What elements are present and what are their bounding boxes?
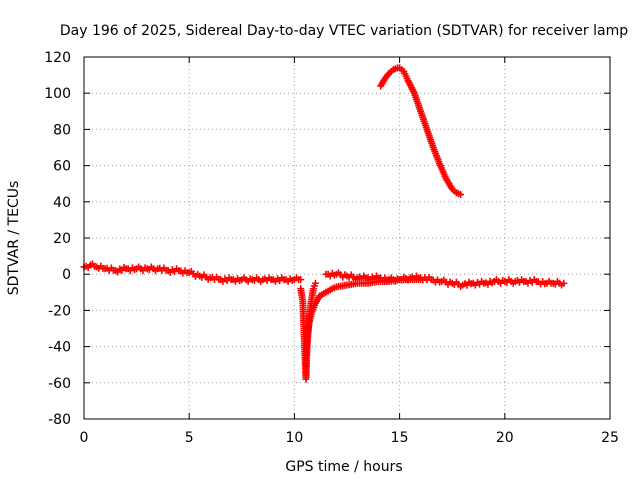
ticks-layer: 0 5 10 15 20 25 -80 -60 -40 -20 0 20 40 60 80 100 120 <box>44 50 619 446</box>
y-tick-label: 80 <box>53 122 71 138</box>
x-tick-label: 10 <box>285 430 303 446</box>
data-point-upper-arc <box>457 191 465 199</box>
y-tick-label: -20 <box>48 303 71 319</box>
y-axis-label: SDTVAR / TECUs <box>6 181 22 296</box>
y-tick-label: 120 <box>44 50 71 66</box>
y-tick-label: -80 <box>48 412 71 428</box>
x-tick-label: 25 <box>601 430 619 446</box>
marks-layer <box>80 64 568 383</box>
y-tick-label: 20 <box>53 231 71 247</box>
x-tick-label: 20 <box>496 430 514 446</box>
y-tick-label: 60 <box>53 159 71 175</box>
x-tick-label: 5 <box>185 430 194 446</box>
x-axis-label: GPS time / hours <box>285 459 402 475</box>
y-tick-label: 0 <box>62 267 71 283</box>
data-point-dip-left <box>311 279 319 287</box>
grid-layer <box>84 57 610 419</box>
x-tick-label: 15 <box>391 430 409 446</box>
plot-frame <box>83 56 611 420</box>
data-point-baseline <box>297 276 305 284</box>
data-point-late-band <box>560 279 568 287</box>
y-tick-label: -40 <box>48 340 71 356</box>
y-tick-label: 40 <box>53 195 71 211</box>
y-tick-label: 100 <box>44 86 71 102</box>
y-tick-label: -60 <box>48 376 71 392</box>
x-tick-label: 0 <box>80 430 89 446</box>
chart-title: Day 196 of 2025, Sidereal Day-to-day VTE… <box>60 23 628 39</box>
